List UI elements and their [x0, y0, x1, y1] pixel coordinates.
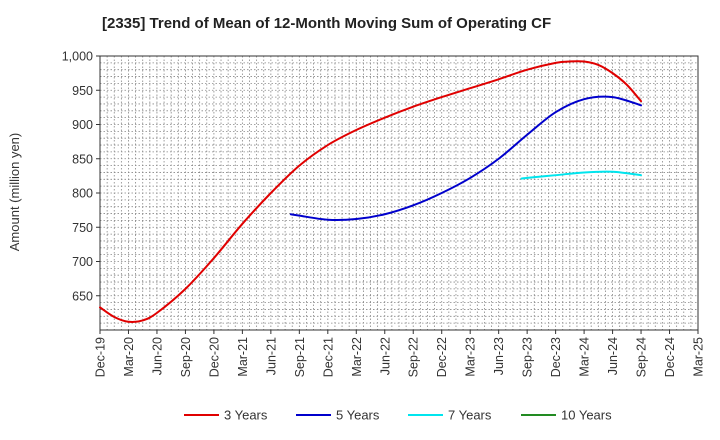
x-tick-label: Jun-23 [492, 337, 506, 375]
y-tick-label: 950 [72, 84, 93, 98]
x-tick-label: Sep-21 [293, 337, 307, 377]
x-tick-label: Dec-19 [94, 337, 108, 377]
series-line-3-years [99, 60, 643, 324]
y-axis-ticks: 650 700 750 800 850 900 950 1,000 [62, 50, 100, 303]
series-lines [99, 60, 643, 324]
y-tick-label: 700 [72, 255, 93, 269]
y-tick-label: 850 [72, 152, 93, 166]
x-tick-label: Sep-20 [179, 337, 193, 377]
x-tick-label: Dec-21 [321, 337, 335, 377]
x-tick-label: Mar-25 [692, 337, 706, 377]
x-tick-label: Mar-23 [464, 337, 478, 377]
y-tick-label: 900 [72, 118, 93, 132]
x-tick-label: Jun-24 [606, 337, 620, 375]
series-line-5-years [289, 95, 643, 221]
x-tick-label: Dec-20 [207, 337, 221, 377]
chart-title: [2335] Trend of Mean of 12-Month Moving … [102, 15, 552, 32]
x-tick-label: Sep-23 [521, 337, 535, 377]
x-tick-label: Jun-21 [264, 337, 278, 375]
y-tick-label: 1,000 [62, 50, 93, 64]
x-axis-ticks: Dec-19 Mar-20 Jun-20 Sep-20 Dec-20 Mar-21 Jun-… [94, 330, 706, 377]
x-tick-label: Dec-22 [435, 337, 449, 377]
y-tick-label: 800 [72, 187, 93, 201]
legend-label: 3 Years [224, 408, 268, 423]
x-tick-label: Mar-20 [122, 337, 136, 377]
legend: 3 Years 5 Years 7 Years 10 Years [184, 408, 612, 423]
x-tick-label: Mar-21 [236, 337, 250, 377]
legend-label: 7 Years [448, 408, 492, 423]
x-tick-label: Jun-22 [378, 337, 392, 375]
y-axis-label: Amount (million yen) [7, 133, 22, 252]
x-tick-label: Dec-23 [549, 337, 563, 377]
x-tick-label: Mar-22 [350, 337, 364, 377]
x-tick-label: Dec-24 [663, 337, 677, 377]
series-line-7-years [520, 170, 643, 180]
x-tick-label: Mar-24 [578, 337, 592, 377]
x-tick-label: Sep-24 [635, 337, 649, 377]
x-tick-label: Jun-20 [150, 337, 164, 375]
x-tick-label: Sep-22 [407, 337, 421, 377]
legend-label: 10 Years [561, 408, 612, 423]
y-tick-label: 750 [72, 221, 93, 235]
y-tick-label: 650 [72, 289, 93, 303]
legend-label: 5 Years [336, 408, 380, 423]
